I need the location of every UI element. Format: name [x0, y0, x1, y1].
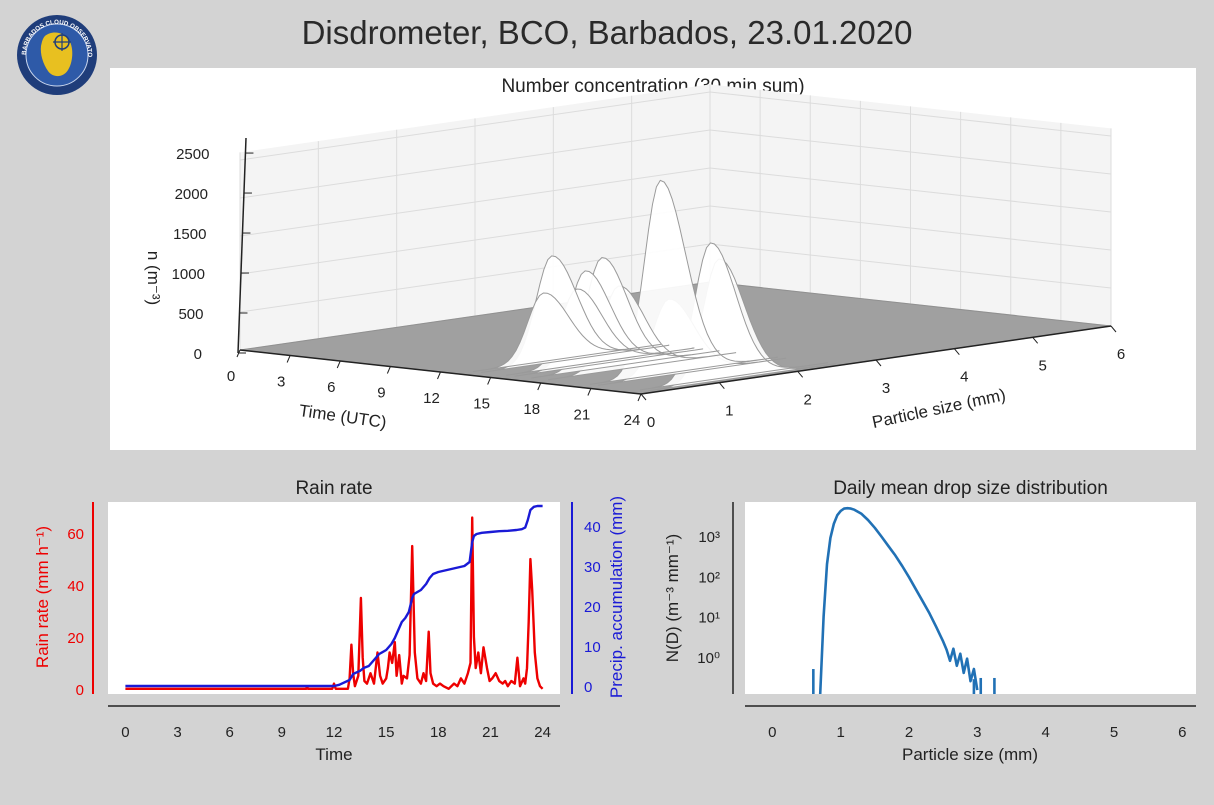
- dsd-y-tick-label: 10³: [698, 529, 720, 546]
- time-tick-label: 0: [121, 724, 129, 741]
- observatory-logo: BARBADOS CLOUD OBSERVATORY: [14, 9, 98, 96]
- rain-rate-tick-label: 0: [76, 682, 84, 699]
- barbados-cloud-observatory-logo-icon: BARBADOS CLOUD OBSERVATORY: [14, 9, 97, 95]
- precip-accumulation-axis-label: Precip. accumulation (mm): [607, 496, 626, 698]
- z-tick-label: 500: [178, 306, 203, 323]
- grid-line: [239, 205, 1112, 275]
- size-tick-label: 2: [803, 391, 811, 408]
- precip-tick-label: 40: [584, 519, 601, 536]
- dsd-y-axis-label: N(D) (m⁻³ mm⁻¹): [663, 534, 682, 662]
- time-tick-label: 12: [423, 390, 440, 407]
- time-tick-label: 24: [624, 412, 641, 429]
- size-tick-label: 1: [725, 403, 733, 420]
- number-concentration-panel: Number concentration (30 min sum) 0 500 10…: [110, 68, 1196, 450]
- time-tick-label: 15: [378, 724, 395, 741]
- dsd-x-tick-label: 0: [768, 724, 776, 741]
- time-tick: [336, 360, 341, 369]
- dsd-x-tick-label: 6: [1178, 724, 1186, 741]
- time-tick-label: 15: [473, 396, 490, 413]
- z-axis-label: n (m⁻³): [144, 251, 163, 305]
- z-tick-label: 2500: [176, 146, 209, 163]
- z-axis: [237, 137, 247, 354]
- precip-tick-label: 0: [584, 679, 592, 696]
- time-tick: [587, 388, 592, 396]
- time-tick-label: 3: [277, 374, 285, 391]
- z-tick-label: 1500: [173, 226, 206, 243]
- time-tick-label: 9: [278, 724, 286, 741]
- size-tick: [718, 382, 725, 389]
- size-tick: [1032, 337, 1039, 344]
- dsd-y-tick-label: 10²: [698, 569, 720, 586]
- time-tick-label: 6: [327, 379, 335, 396]
- time-tick-label: 0: [227, 368, 235, 385]
- time-tick: [437, 371, 441, 380]
- precip-tick-label: 10: [584, 639, 601, 656]
- dsd-title: Daily mean drop size distribution: [833, 478, 1108, 499]
- time-tick-label: 24: [534, 724, 551, 741]
- rain-rate-tick-label: 20: [67, 630, 84, 647]
- dsd-x-axis-label: Particle size (mm): [902, 745, 1038, 764]
- time-axis-label: Time: [315, 745, 352, 764]
- grid-line: [239, 91, 1112, 161]
- time-axis-label: Time (UTC): [298, 401, 388, 432]
- time-tick: [537, 382, 542, 391]
- size-tick: [953, 348, 960, 355]
- rain-rate-panel: [108, 502, 560, 694]
- time-tick: [236, 349, 241, 358]
- time-tick-label: 18: [430, 724, 447, 741]
- size-tick-label: 5: [1038, 357, 1046, 374]
- z-tick-label: 1000: [172, 266, 205, 283]
- size-tick: [797, 371, 804, 378]
- time-tick-label: 21: [574, 407, 591, 424]
- z-tick-label: 2000: [175, 186, 208, 203]
- rain-rate-tick-label: 60: [67, 526, 84, 543]
- time-tick-label: 6: [226, 724, 234, 741]
- dsd-panel: [745, 502, 1196, 694]
- size-tick-label: 6: [1117, 346, 1125, 363]
- particle-size-axis-label: Particle size (mm): [870, 385, 1007, 432]
- dsd-x-tick-label: 4: [1041, 724, 1049, 741]
- time-tick-label: 3: [173, 724, 181, 741]
- size-tick: [875, 359, 882, 367]
- time-tick: [286, 355, 291, 363]
- rain-rate-axis-label: Rain rate (mm h⁻¹): [33, 526, 52, 668]
- size-tick-label: 3: [882, 380, 890, 397]
- dsd-y-tick-label: 10¹: [698, 610, 720, 627]
- size-tick-label: 4: [960, 369, 968, 386]
- time-tick-label: 21: [482, 724, 499, 741]
- time-tick: [637, 393, 642, 402]
- dsd-x-tick-label: 2: [905, 724, 913, 741]
- precip-tick-label: 20: [584, 599, 601, 616]
- z-tick-label: 0: [194, 346, 202, 363]
- rain-rate-tick-label: 40: [67, 578, 84, 595]
- dsd-x-tick-label: 3: [973, 724, 981, 741]
- grid-line: [239, 129, 1112, 199]
- size-tick-label: 0: [647, 414, 655, 431]
- precip-tick-label: 30: [584, 559, 601, 576]
- size-tick: [1110, 325, 1117, 333]
- size-tick: [640, 393, 647, 401]
- surface-ridge: [472, 292, 661, 373]
- time-tick-label: 9: [377, 385, 385, 402]
- rain-rate-title: Rain rate: [295, 478, 373, 499]
- time-tick: [386, 366, 391, 374]
- time-tick-label: 18: [523, 401, 540, 418]
- time-tick-label: 12: [326, 724, 343, 741]
- dsd-x-tick-label: 5: [1110, 724, 1118, 741]
- time-tick: [487, 377, 492, 385]
- dsd-x-tick-label: 1: [836, 724, 844, 741]
- figure-title: Disdrometer, BCO, Barbados, 23.01.2020: [301, 14, 913, 51]
- grid-line: [239, 167, 1112, 237]
- dsd-y-tick-label: 10⁰: [697, 650, 720, 667]
